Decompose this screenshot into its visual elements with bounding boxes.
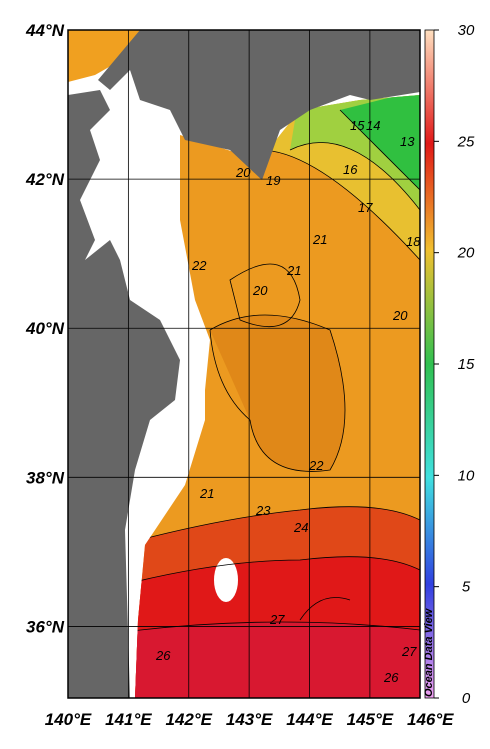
x-tick-label: 140°E — [45, 710, 92, 729]
plot-frame — [67, 29, 421, 699]
contour-label: 21 — [312, 232, 327, 247]
colorbar-tick-label: 30 — [458, 22, 475, 39]
contour-label: 19 — [266, 173, 280, 188]
contour-label: 20 — [392, 308, 408, 323]
contour-labels: 14 15 13 16 17 18 20 19 21 21 20 22 20 2… — [155, 118, 421, 685]
contour-label: 15 — [350, 118, 365, 133]
plot-area: 14 15 13 16 17 18 20 19 21 21 20 22 20 2… — [68, 30, 421, 698]
axes: 140°E 141°E 142°E 143°E 144°E 145°E 146°E 44°N 4… — [25, 21, 475, 729]
contour-label: 27 — [401, 644, 417, 659]
contour-label: 13 — [400, 134, 415, 149]
contour-label: 17 — [358, 200, 373, 215]
contour-label: 23 — [255, 503, 271, 518]
colorbar-tick-label: 20 — [457, 245, 475, 262]
contour-label: 22 — [191, 258, 207, 273]
colorbar — [424, 29, 435, 699]
watermark: Ocean Data View — [423, 607, 435, 697]
x-tick-label: 144°E — [286, 710, 333, 729]
colorbar-tick-label: 15 — [458, 356, 475, 373]
field-patch — [68, 30, 140, 82]
x-tick-label: 141°E — [105, 710, 152, 729]
contour-label: 18 — [406, 234, 421, 249]
contour-label: 24 — [293, 520, 308, 535]
contour-label: 16 — [343, 162, 358, 177]
contour-label: 26 — [383, 670, 399, 685]
field — [135, 95, 420, 698]
colorbar-tick-label: 25 — [457, 133, 475, 150]
grid — [68, 30, 420, 698]
y-tick-label: 44°N — [25, 21, 65, 40]
land-honshu — [68, 90, 180, 698]
colorbar-tick-label: 0 — [462, 690, 471, 707]
contour-label: 21 — [199, 486, 214, 501]
x-tick-label: 145°E — [347, 710, 394, 729]
x-tick-label: 146°E — [407, 710, 454, 729]
y-tick-label: 42°N — [25, 170, 65, 189]
colorbar-tick-label: 10 — [458, 467, 475, 484]
contour-label: 20 — [235, 165, 251, 180]
colorbar-tick-label: 5 — [462, 579, 471, 596]
contour-label: 26 — [155, 648, 171, 663]
contour-label: 22 — [308, 458, 324, 473]
x-tick-label: 143°E — [226, 710, 273, 729]
contour-label: 20 — [252, 283, 268, 298]
land-hokkaido — [98, 30, 420, 180]
y-tick-label: 40°N — [25, 319, 65, 338]
y-tick-label: 36°N — [26, 617, 65, 636]
x-tick-label: 142°E — [165, 710, 212, 729]
contour-label: 21 — [286, 263, 301, 278]
contour-label: 27 — [269, 612, 285, 627]
contour-label: 14 — [366, 118, 380, 133]
y-tick-label: 38°N — [26, 468, 65, 487]
